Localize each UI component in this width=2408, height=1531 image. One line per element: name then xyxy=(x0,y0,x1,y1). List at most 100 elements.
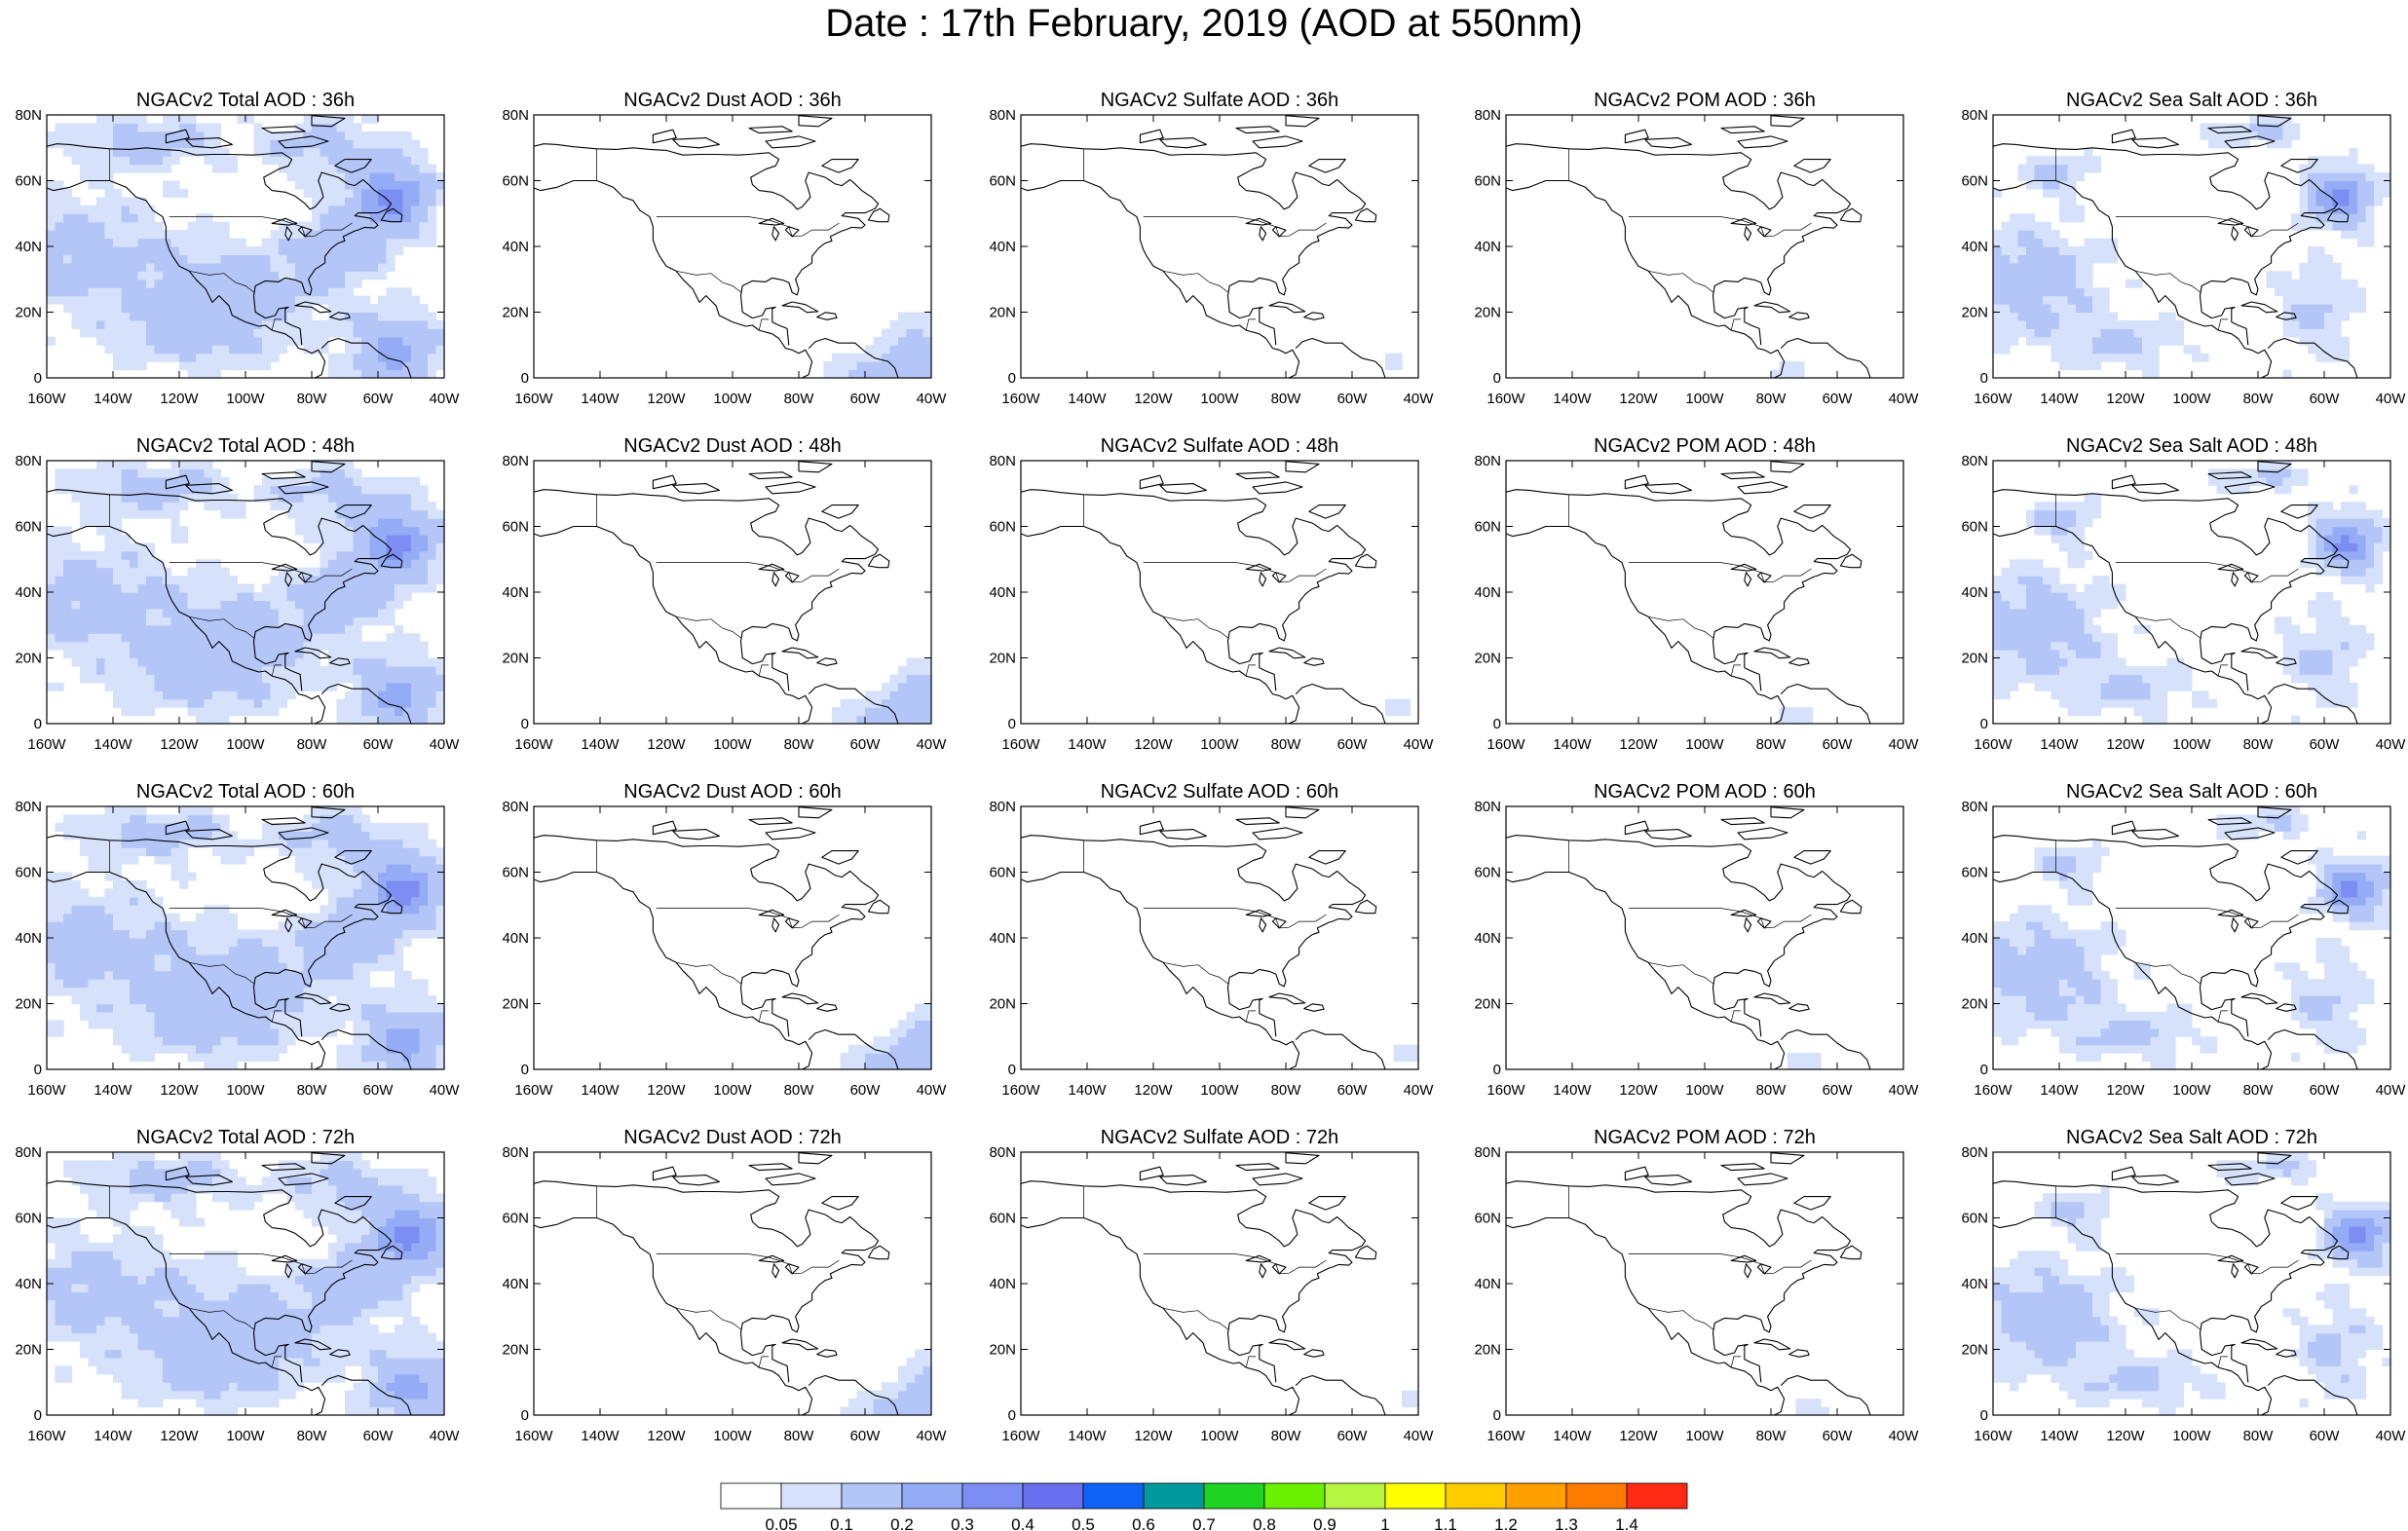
lon-tick-label: 120W xyxy=(1134,1082,1173,1099)
lat-tick-label: 0 xyxy=(1980,1407,1988,1424)
aod-field xyxy=(1779,707,1814,725)
lon-tick-label: 60W xyxy=(1823,391,1854,407)
lat-tick-label: 20N xyxy=(989,651,1016,667)
lat-tick-label: 20N xyxy=(502,996,529,1013)
panel-title: NGACv2 POM AOD : 48h xyxy=(1594,435,1816,457)
lon-tick-label: 40W xyxy=(1889,1082,1920,1099)
lat-tick-label: 0 xyxy=(1493,716,1501,732)
lon-tick-label: 80W xyxy=(297,391,328,407)
lon-tick-label: 140W xyxy=(94,1082,132,1099)
lon-tick-label: 120W xyxy=(2106,391,2145,407)
panel-title: NGACv2 POM AOD : 36h xyxy=(1594,90,1816,111)
lat-tick-label: 0 xyxy=(1493,1407,1501,1424)
lat-tick-label: 20N xyxy=(15,996,42,1013)
aod-field xyxy=(1393,1044,1419,1063)
map-plot: 80N 60N 40N 20N 0 160W 140W 120W 100W 80W 60W 40W xyxy=(15,453,460,753)
lon-tick-label: 160W xyxy=(1486,1428,1525,1444)
lat-tick-label: 60N xyxy=(1961,865,1988,881)
coastlines xyxy=(47,461,413,724)
colorbar-swatch xyxy=(1263,1482,1326,1510)
lon-tick-label: 120W xyxy=(2106,1082,2145,1099)
panel-title: NGACv2 Sulfate AOD : 48h xyxy=(1100,435,1339,457)
map-panel-total-36h: NGACv2 Total AOD : 36h 80N 60N 40N 20N 0 160W 1… xyxy=(0,88,460,429)
lon-tick-label: 80W xyxy=(2243,1428,2275,1444)
map-panel-sulfate-48h: NGACv2 Sulfate AOD : 48h 80N 60N 40N 20N 0 160… xyxy=(974,433,1434,774)
lat-tick-label: 80N xyxy=(989,799,1016,815)
lon-tick-label: 100W xyxy=(1200,736,1239,753)
lat-tick-label: 0 xyxy=(34,1062,42,1078)
lat-tick-label: 20N xyxy=(15,651,42,667)
lon-tick-label: 160W xyxy=(514,736,553,753)
coastlines xyxy=(1993,461,2359,724)
panel-title: NGACv2 Sulfate AOD : 72h xyxy=(1100,1127,1339,1148)
lat-tick-label: 60N xyxy=(1474,519,1501,536)
lon-tick-label: 120W xyxy=(160,736,199,753)
colorbar-label: 1.2 xyxy=(1494,1515,1518,1531)
lat-tick-label: 20N xyxy=(1961,996,1988,1013)
lon-tick-label: 140W xyxy=(1553,1428,1592,1444)
lon-tick-label: 160W xyxy=(1486,391,1525,407)
lat-tick-label: 40N xyxy=(989,930,1016,947)
lat-tick-label: 20N xyxy=(15,305,42,321)
lon-tick-label: 160W xyxy=(1001,1082,1040,1099)
lon-tick-label: 60W xyxy=(850,391,882,407)
lat-tick-label: 80N xyxy=(502,453,529,469)
aod-field xyxy=(1993,1152,2391,1416)
lat-tick-label: 40N xyxy=(502,1276,529,1292)
lat-tick-label: 60N xyxy=(15,1211,42,1227)
lon-tick-label: 160W xyxy=(1001,736,1040,753)
lat-tick-label: 60N xyxy=(989,519,1016,536)
lon-tick-label: 120W xyxy=(160,391,199,407)
colorbar-swatch xyxy=(961,1482,1024,1510)
lon-tick-label: 60W xyxy=(363,1082,395,1099)
lon-tick-label: 120W xyxy=(160,1428,199,1444)
aod-field xyxy=(823,312,932,379)
map-plot: 80N 60N 40N 20N 0 160W 140W 120W 100W 80W 60W 40W xyxy=(1961,453,2406,753)
aod-field xyxy=(47,461,445,725)
lon-tick-label: 40W xyxy=(1404,1082,1435,1099)
colorbar-label: 0.8 xyxy=(1253,1515,1276,1531)
panel-title: NGACv2 Sea Salt AOD : 48h xyxy=(2066,435,2317,457)
lat-tick-label: 20N xyxy=(1474,651,1501,667)
aod-field xyxy=(1787,1053,1822,1070)
colorbar-swatch xyxy=(1565,1482,1628,1510)
map-panel-dust-60h: NGACv2 Dust AOD : 60h 80N 60N 40N 20N 0 160W 14… xyxy=(487,779,947,1120)
lat-tick-label: 80N xyxy=(1474,453,1501,469)
lon-tick-label: 160W xyxy=(514,1428,553,1444)
lon-tick-label: 120W xyxy=(2106,1428,2145,1444)
lon-tick-label: 60W xyxy=(850,736,882,753)
lon-tick-label: 120W xyxy=(160,1082,199,1099)
lon-tick-label: 60W xyxy=(850,1082,882,1099)
lon-tick-label: 80W xyxy=(1271,736,1302,753)
lat-tick-label: 80N xyxy=(1961,1144,1988,1161)
aod-field xyxy=(1795,1399,1830,1416)
aod-field xyxy=(47,1152,445,1416)
lon-tick-label: 80W xyxy=(297,736,328,753)
lon-tick-label: 120W xyxy=(1619,1082,1658,1099)
aod-field xyxy=(47,806,445,1070)
map-plot: 80N 60N 40N 20N 0 160W 140W 120W 100W 80W 60W 40W xyxy=(989,1144,1434,1444)
lat-tick-label: 60N xyxy=(502,173,529,190)
coastlines xyxy=(534,115,900,378)
lat-tick-label: 60N xyxy=(1961,1211,1988,1227)
lat-tick-label: 40N xyxy=(1961,930,1988,947)
lat-tick-label: 80N xyxy=(989,107,1016,124)
lon-tick-label: 160W xyxy=(27,736,66,753)
lat-tick-label: 0 xyxy=(1008,716,1016,732)
lat-tick-label: 0 xyxy=(34,370,42,387)
lat-tick-label: 40N xyxy=(1474,239,1501,255)
lon-tick-label: 100W xyxy=(713,391,752,407)
map-panel-dust-48h: NGACv2 Dust AOD : 48h 80N 60N 40N 20N 0 160W 14… xyxy=(487,433,947,774)
colorbar-label: 0.3 xyxy=(951,1515,974,1531)
lon-tick-label: 120W xyxy=(1619,1428,1658,1444)
lon-tick-label: 100W xyxy=(2172,736,2211,753)
colorbar-swatch xyxy=(901,1482,963,1510)
lon-tick-label: 160W xyxy=(27,1428,66,1444)
lat-tick-label: 40N xyxy=(1474,1276,1501,1292)
lat-tick-label: 80N xyxy=(1474,1144,1501,1161)
colorbar-label: 0.4 xyxy=(1011,1515,1035,1531)
lon-tick-label: 60W xyxy=(1337,736,1369,753)
colorbar-swatch xyxy=(720,1482,782,1510)
lon-tick-label: 160W xyxy=(27,391,66,407)
lat-tick-label: 80N xyxy=(1961,453,1988,469)
